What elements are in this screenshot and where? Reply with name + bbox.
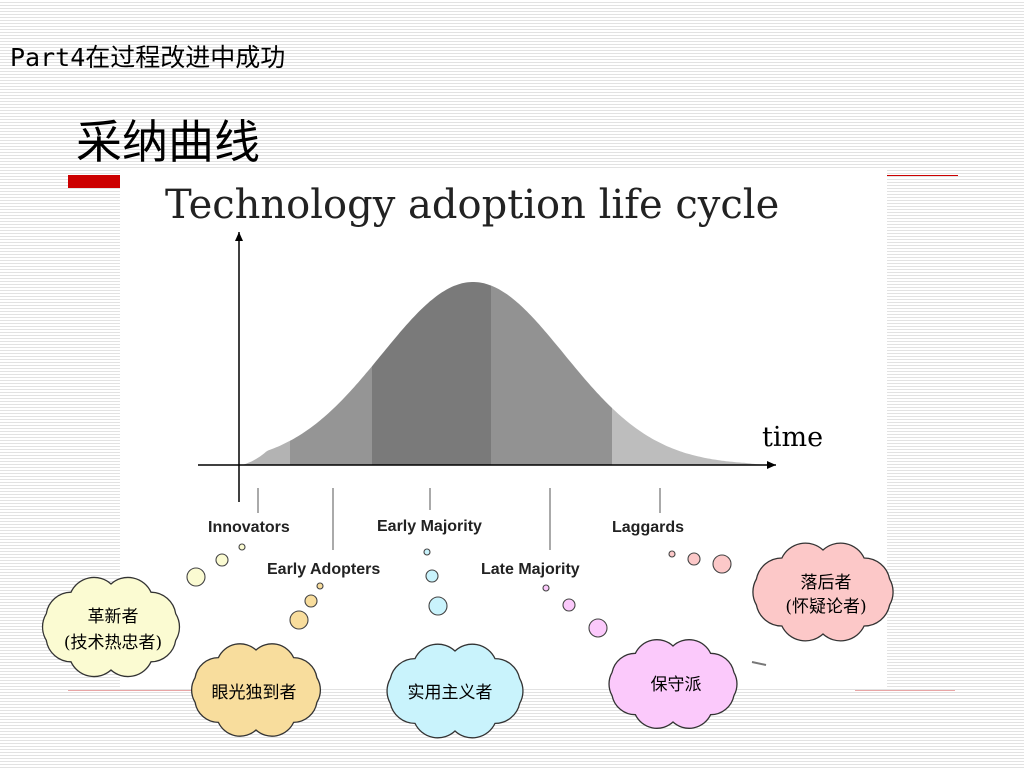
cloud-early-majority: 实用主义者 (386, 643, 524, 739)
footer-rule-right (855, 690, 955, 691)
thought-bubbles-innovators (186, 543, 246, 587)
thought-bubbles-early-adopters (289, 582, 324, 630)
thought-bubbles-early-majority (423, 548, 448, 616)
label-ticks (257, 488, 661, 550)
label-laggards: Laggards (612, 519, 684, 536)
label-early-majority: Early Majority (377, 518, 482, 535)
segment-early-adopters (290, 366, 372, 465)
cloud-early-adopters: 眼光独到者 (191, 643, 321, 737)
cloud-innovators-line2: (技术热忠者) (64, 633, 162, 653)
title-rule-line (886, 175, 958, 176)
cloud-innovators: 革新者 (技术热忠者) (41, 576, 181, 678)
label-early-adopters: Early Adopters (267, 561, 380, 578)
footer-rule-left (68, 690, 208, 691)
bell-curve (242, 282, 772, 465)
cloud-late-majority: 保守派 (608, 639, 738, 729)
cloud-late-majority-text: 保守派 (651, 675, 702, 695)
title-accent-bar (68, 175, 120, 188)
figure-title: Technology adoption life cycle (165, 182, 779, 228)
slide-title: 采纳曲线 (76, 115, 260, 169)
curve-fragment (751, 661, 767, 666)
segment-laggards (612, 408, 772, 465)
time-axis-label: time (762, 422, 823, 453)
cloud-innovators-line1: 革新者 (88, 607, 139, 627)
cloud-laggards-line2: (怀疑论者) (785, 597, 866, 617)
thought-bubbles-late-majority (542, 584, 608, 638)
label-late-majority: Late Majority (481, 561, 580, 578)
label-innovators: Innovators (208, 519, 290, 536)
cloud-laggards: 落后者 (怀疑论者) (752, 542, 894, 642)
thought-bubbles-laggards (668, 550, 732, 574)
cloud-early-adopters-text: 眼光独到者 (212, 683, 297, 703)
segment-late-majority (491, 285, 612, 465)
segment-early-majority (372, 282, 491, 465)
section-title: Part4在过程改进中成功 (10, 43, 286, 72)
cloud-laggards-line1: 落后者 (801, 573, 852, 593)
cloud-early-majority-text: 实用主义者 (408, 683, 493, 703)
segment-innovators (242, 440, 290, 465)
